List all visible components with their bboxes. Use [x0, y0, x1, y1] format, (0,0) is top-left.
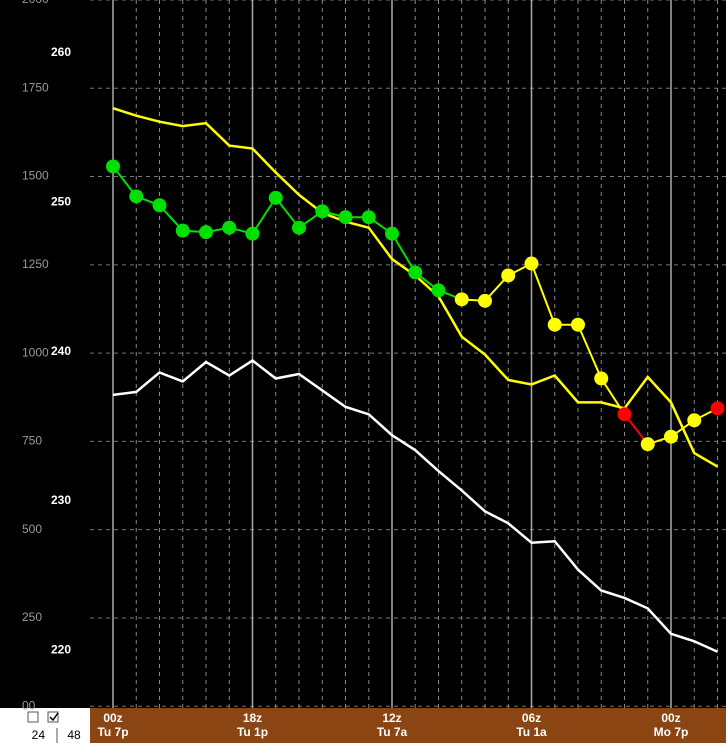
- series-point: [454, 292, 469, 307]
- series-point: [361, 210, 376, 225]
- series-point: [408, 265, 423, 280]
- series-point: [106, 159, 120, 174]
- y2-tick-label: 2000: [22, 0, 49, 6]
- series-point: [385, 226, 399, 241]
- series-point: [710, 401, 725, 416]
- series-point: [640, 437, 655, 452]
- x-tick-sublabel: Tu 7p: [97, 725, 128, 739]
- y-tick-label: 250: [51, 194, 71, 208]
- series-point: [175, 223, 190, 238]
- x-tick-label: 12z: [382, 711, 401, 725]
- series-point: [268, 190, 283, 205]
- x-tick-label: 18z: [243, 711, 262, 725]
- series-point: [338, 210, 353, 225]
- x-tick-sublabel: Tu 1p: [237, 725, 268, 739]
- y-tick-label: 240: [51, 344, 71, 358]
- controls-box: [0, 708, 90, 743]
- series-point: [129, 189, 144, 204]
- y2-tick-label: 750: [22, 434, 42, 448]
- series-point: [524, 256, 539, 271]
- series-point: [222, 220, 237, 235]
- checkbox[interactable]: [27, 711, 39, 723]
- series-point: [501, 268, 516, 283]
- y-tick-label: 230: [51, 493, 71, 507]
- series-point: [152, 198, 167, 213]
- y2-tick-label: 1000: [22, 345, 49, 359]
- x-tick-sublabel: Tu 1a: [516, 725, 547, 739]
- series-segment: [577, 324, 603, 379]
- series-point: [431, 283, 446, 298]
- series-point: [687, 413, 702, 428]
- series-point: [571, 317, 585, 332]
- checkbox[interactable]: [47, 711, 59, 723]
- hours-option[interactable]: 48: [67, 728, 81, 742]
- y2-tick-label: 250: [22, 610, 42, 624]
- series-point: [478, 293, 492, 308]
- y2-tick-label: 1250: [22, 257, 49, 271]
- series-line: [112, 359, 719, 653]
- series-point: [547, 317, 562, 332]
- y-tick-label: 260: [51, 45, 71, 59]
- series-point: [315, 204, 330, 219]
- series-point: [617, 407, 632, 422]
- plot-area: [90, 0, 726, 708]
- x-tick-label: 00z: [103, 711, 122, 725]
- x-axis-bar: [90, 708, 726, 743]
- y2-tick-label: 00: [22, 698, 36, 712]
- series-point: [292, 220, 306, 235]
- series-segment: [600, 377, 626, 415]
- x-tick-sublabel: Mo 7p: [654, 725, 689, 739]
- y2-tick-label: 500: [22, 522, 42, 536]
- x-tick-label: 06z: [522, 711, 541, 725]
- y-tick-label: 220: [51, 642, 71, 656]
- series-segment: [391, 233, 417, 273]
- y2-tick-label: 1750: [22, 80, 49, 94]
- series-segment: [530, 263, 556, 326]
- y2-tick-label: 1500: [22, 169, 49, 183]
- series-segment: [251, 197, 277, 235]
- series-point: [245, 226, 260, 241]
- x-tick-sublabel: Tu 7a: [377, 725, 408, 739]
- x-tick-label: 00z: [661, 711, 680, 725]
- series-point: [594, 371, 609, 386]
- check-mark: [49, 712, 59, 722]
- series-point: [664, 429, 678, 444]
- series-point: [199, 225, 213, 240]
- hours-option[interactable]: 24: [32, 728, 46, 742]
